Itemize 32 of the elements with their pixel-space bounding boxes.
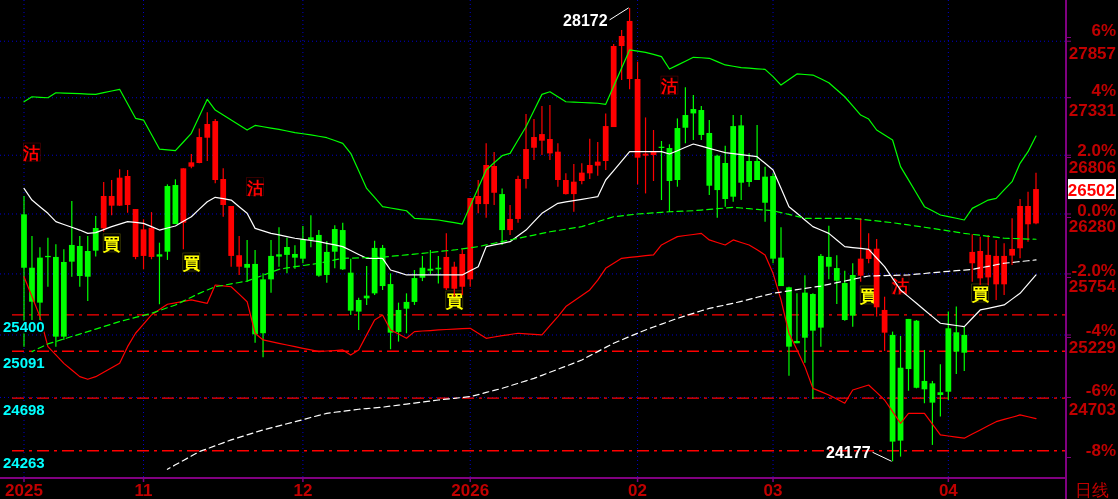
x-tick-label: 12 xyxy=(293,481,313,499)
text: 26502 xyxy=(1067,181,1115,201)
annotation: 24177 xyxy=(826,444,871,462)
y2-tick-label: -6% xyxy=(1085,380,1116,400)
x-tick-label: 2025 xyxy=(5,481,43,499)
text: 買 xyxy=(445,291,463,311)
y-tick-label: 27331 xyxy=(1068,100,1116,120)
x-tick-label: 11 xyxy=(134,481,153,499)
y2-tick-label: 4% xyxy=(1091,80,1116,100)
x-tick-label: 02 xyxy=(628,481,648,499)
series-label: 沽 xyxy=(22,144,41,164)
text: 沽 xyxy=(246,178,264,198)
text: 買 xyxy=(971,284,989,304)
ref-line-label: 24698 xyxy=(3,401,45,419)
text: 沽 xyxy=(660,77,678,97)
text: 買 xyxy=(182,253,200,273)
text: 日线 xyxy=(1075,481,1109,499)
y-tick-label: 27857 xyxy=(1068,44,1116,64)
y-tick-label: 24703 xyxy=(1068,400,1116,420)
y2-tick-label: -8% xyxy=(1085,440,1116,460)
x-tick-label: 03 xyxy=(763,481,783,499)
x-tick-label: 2026 xyxy=(451,481,490,499)
y-tick-label: 26806 xyxy=(1068,158,1116,178)
ref-line-label: 25091 xyxy=(3,354,45,372)
y2-tick-label: 2.0% xyxy=(1077,140,1116,160)
annotation: 28172 xyxy=(563,11,608,29)
x-tick-label: 04 xyxy=(938,481,959,499)
y-tick-label: 25229 xyxy=(1068,338,1116,357)
ref-line-label: 24263 xyxy=(3,453,45,471)
series-label: 買 xyxy=(102,234,121,254)
y2-tick-label: 6% xyxy=(1091,20,1116,40)
y2-tick-label: -4% xyxy=(1085,320,1116,340)
